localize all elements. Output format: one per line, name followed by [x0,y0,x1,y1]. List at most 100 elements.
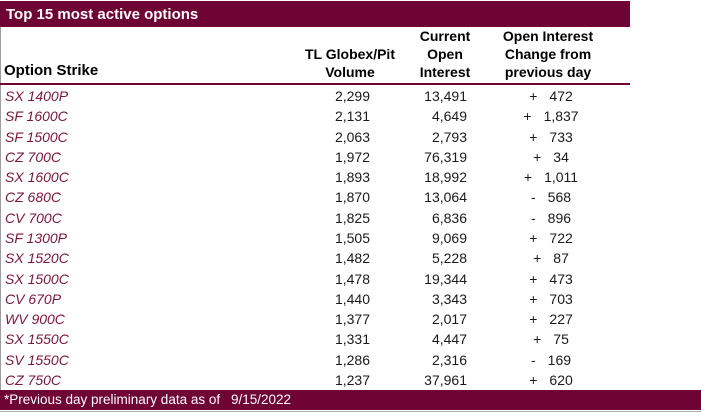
change-sign: + [523,169,533,186]
change-sign: + [529,311,538,328]
change-value: 722 [549,229,573,246]
table-row: CZ 750C 1,237 37,961 + 620 [1,370,632,390]
change-sign: - [530,209,536,226]
strike-cell: SX 1500C [5,270,69,287]
column-header-open-interest-line1: Current [419,28,471,44]
open-interest-cell: 13,064 [424,189,467,206]
volume-cell: 2,299 [334,88,370,105]
change-value: 620 [549,371,573,388]
change-value: 896 [547,209,572,226]
change-cell: + 227 [470,311,632,327]
change-sign: - [530,351,536,368]
change-value: 1,837 [543,108,579,125]
change-value: 227 [549,311,573,328]
column-header-volume-line2: Volume [325,64,375,80]
change-sign: + [533,148,542,165]
footer-bar: *Previous day preliminary data as of 9/1… [0,390,701,410]
strike-cell: SF 1300P [5,229,68,246]
change-cell: - 169 [470,352,632,368]
open-interest-cell: 13,491 [424,88,467,105]
change-cell: + 1,837 [470,108,632,124]
volume-cell: 1,478 [334,270,370,287]
volume-cell: 1,377 [334,311,370,328]
change-value: 733 [549,128,573,145]
column-header-open-interest: Current Open Interest [395,27,495,81]
open-interest-cell: 76,319 [424,148,467,165]
table-row: CZ 700C 1,972 76,319 + 34 [1,147,632,167]
table-row: SV 1550C 1,286 2,316 - 169 [1,349,632,369]
change-value: 75 [553,331,569,348]
column-header-volume-line1: TL Globex/Pit [305,46,395,62]
footer-note: *Previous day preliminary data as of [4,392,221,407]
table-row: SX 1400P 2,299 13,491 + 472 [1,86,632,106]
strike-cell: CV 700C [5,209,62,226]
table-row: CZ 680C 1,870 13,064 - 568 [1,187,632,207]
table-row: SF 1500C 2,063 2,793 + 733 [1,127,632,147]
volume-cell: 1,825 [334,209,370,226]
change-sign: + [523,108,532,125]
strike-cell: SF 1500C [5,128,68,145]
change-value: 1,011 [544,169,579,186]
change-sign: + [529,229,538,246]
change-value: 473 [549,270,573,287]
open-interest-cell: 18,992 [424,169,467,186]
column-header-volume: TL Globex/Pit Volume [280,45,420,81]
strike-cell: CV 670P [5,290,62,307]
open-interest-cell: 4,447 [431,331,467,348]
table-row: SX 1550C 1,331 4,447 + 75 [1,329,632,349]
strike-cell: SX 1600C [5,169,69,186]
volume-cell: 2,131 [334,108,370,125]
header-underline [0,83,630,85]
change-sign: + [533,331,542,348]
change-value: 87 [553,250,569,267]
change-cell: + 733 [470,129,632,145]
column-header-change-line2: Change from [504,46,592,62]
table-row: WV 900C 1,377 2,017 + 227 [1,309,632,329]
column-header-change-line1: Open Interest [502,28,594,44]
page-title: Top 15 most active options [6,5,199,23]
open-interest-cell: 19,344 [424,270,467,287]
change-sign: + [533,250,542,267]
strike-cell: SF 1600C [5,108,68,125]
bottom-border [0,411,701,412]
column-header-open-interest-line2: Open [427,46,463,62]
volume-cell: 1,237 [334,371,370,388]
open-interest-cell: 3,343 [431,290,467,307]
change-sign: + [529,371,538,388]
volume-cell: 1,440 [334,290,370,307]
strike-cell: SX 1520C [5,250,69,267]
volume-cell: 1,286 [334,351,370,368]
table-row: SF 1300P 1,505 9,069 + 722 [1,228,632,248]
change-sign: - [530,189,536,206]
change-value: 568 [547,189,572,206]
table-row: CV 700C 1,825 6,836 - 896 [1,208,632,228]
table-row: SX 1600C 1,893 18,992 + 1,011 [1,167,632,187]
change-value: 34 [553,148,569,165]
change-cell: + 473 [470,271,632,287]
volume-cell: 1,870 [334,189,370,206]
change-cell: + 75 [470,331,632,347]
change-value: 472 [549,88,573,105]
title-bar: Top 15 most active options [0,1,630,27]
table-left-border [0,27,1,390]
strike-cell: SX 1400P [5,88,69,105]
table-row: SX 1520C 1,482 5,228 + 87 [1,248,632,268]
change-cell: + 703 [470,291,632,307]
volume-cell: 1,893 [334,169,370,186]
footer-date: 9/15/2022 [231,392,292,407]
change-value: 703 [549,290,573,307]
change-cell: - 568 [470,189,632,205]
table-row: CV 670P 1,440 3,343 + 703 [1,289,632,309]
open-interest-cell: 2,316 [431,351,467,368]
column-header-change-line3: previous day [504,64,592,80]
change-sign: + [529,270,538,287]
column-header-option-strike: Option Strike [4,62,99,79]
change-cell: + 620 [470,372,632,388]
strike-cell: CZ 700C [5,148,62,165]
strike-cell: SX 1550C [5,331,69,348]
table-row: SX 1500C 1,478 19,344 + 473 [1,268,632,288]
table-rows: SX 1400P 2,299 13,491 + 472 SF 1600C 2,1… [1,86,632,390]
volume-cell: 1,505 [334,229,370,246]
change-sign: + [529,128,538,145]
